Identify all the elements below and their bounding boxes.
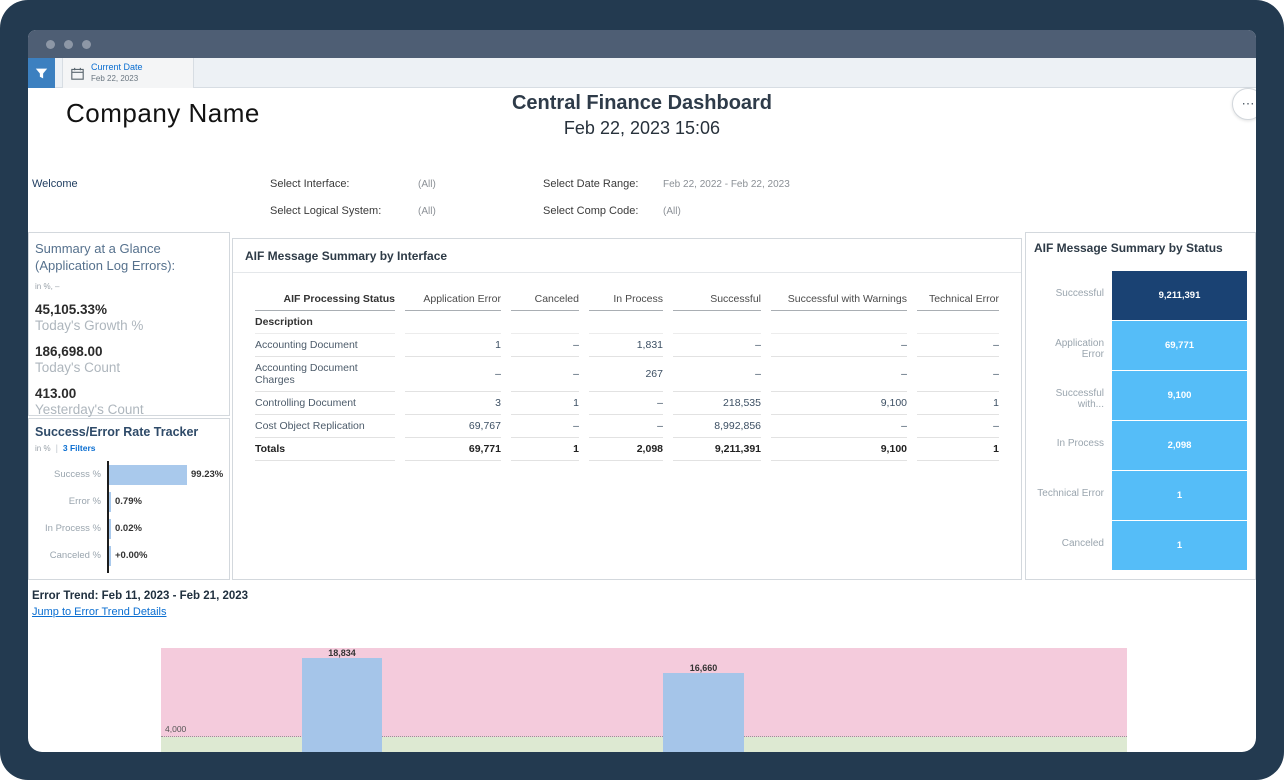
select-date-range-value[interactable]: Feb 22, 2022 - Feb 22, 2023 bbox=[663, 179, 790, 190]
canceled-bar[interactable] bbox=[109, 545, 111, 566]
col-header-successful-warnings[interactable]: Successful with Warnings bbox=[771, 289, 907, 311]
window-controls[interactable] bbox=[46, 40, 91, 49]
threshold-line bbox=[161, 736, 1127, 737]
browser-window: Current Date Feb 22, 2023 Company Name C… bbox=[28, 30, 1256, 752]
ok-zone-band bbox=[161, 737, 1127, 752]
metric-todays-count: 186,698.00 Today's Count bbox=[35, 343, 121, 375]
col-header-technical-error[interactable]: Technical Error bbox=[917, 289, 999, 311]
current-date-filter-tab[interactable]: Current Date Feb 22, 2023 bbox=[62, 58, 194, 88]
status-row-in-process: In Process 2,098 bbox=[1034, 421, 1247, 471]
filter-bar-button[interactable] bbox=[28, 58, 55, 88]
successful-bar[interactable]: 9,211,391 bbox=[1112, 271, 1247, 320]
select-comp-code-value[interactable]: (All) bbox=[663, 206, 681, 217]
aif-interface-table: AIF Processing Status Application Error … bbox=[245, 289, 1009, 461]
table-row: Controlling Document 3 1 – 218,535 9,100… bbox=[255, 392, 999, 415]
technical-error-bar[interactable]: 1 bbox=[1112, 471, 1247, 520]
col-header-application-error[interactable]: Application Error bbox=[405, 289, 501, 311]
tracker-subheader: in % | 3 Filters bbox=[35, 443, 223, 453]
trend-bar[interactable] bbox=[302, 658, 382, 752]
in-process-bar[interactable] bbox=[109, 518, 111, 539]
status-row-successful: Successful 9,211,391 bbox=[1034, 271, 1247, 321]
status-bar-chart: Successful 9,211,391 Application Error 6… bbox=[1034, 271, 1247, 571]
summary-at-a-glance-panel: Summary at a Glance (Application Log Err… bbox=[28, 232, 230, 417]
page-subtitle: Feb 22, 2023 15:06 bbox=[563, 118, 721, 138]
calendar-icon bbox=[71, 67, 84, 80]
select-logical-system-value[interactable]: (All) bbox=[418, 206, 436, 217]
select-comp-code-label: Select Comp Code: bbox=[543, 205, 639, 217]
filter-icon bbox=[35, 68, 48, 78]
aif-status-summary-panel: AIF Message Summary by Status Successful… bbox=[1025, 232, 1256, 580]
trend-bar-label: 18,834 bbox=[328, 648, 356, 658]
welcome-text: Welcome bbox=[32, 178, 78, 190]
filter-toolbar: Current Date Feb 22, 2023 bbox=[28, 58, 1256, 88]
window-dot-icon[interactable] bbox=[82, 40, 91, 49]
tracker-filters-link[interactable]: 3 Filters bbox=[62, 443, 96, 453]
tracker-axis-line bbox=[107, 461, 109, 573]
canceled-status-bar[interactable]: 1 bbox=[1112, 521, 1247, 570]
tracker-row-canceled: Canceled % +0.00% bbox=[35, 542, 223, 569]
window-chrome-bar bbox=[28, 30, 1256, 58]
status-row-canceled: Canceled 1 bbox=[1034, 521, 1247, 571]
table-row: Cost Object Replication 69,767 – – 8,992… bbox=[255, 415, 999, 438]
more-options-button[interactable]: ⋯ bbox=[1232, 88, 1256, 120]
status-row-application-error: Application Error 69,771 bbox=[1034, 321, 1247, 371]
filter-tab-value: Feb 22, 2023 bbox=[91, 73, 139, 83]
table-group-header-row: Description bbox=[255, 311, 999, 334]
metric-todays-growth: 45,105.33% Today's Growth % bbox=[35, 301, 144, 333]
aif-interface-summary-panel: AIF Message Summary by Interface AIF Pro… bbox=[232, 238, 1022, 580]
application-error-bar[interactable]: 69,771 bbox=[1112, 321, 1247, 370]
successful-warnings-bar[interactable]: 9,100 bbox=[1112, 371, 1247, 420]
page-title: Central Finance Dashboard bbox=[511, 92, 773, 114]
threshold-label: 4,000 bbox=[165, 724, 187, 734]
tracker-title: Success/Error Rate Tracker bbox=[35, 425, 199, 439]
window-dot-icon[interactable] bbox=[46, 40, 55, 49]
trend-bar-label: 16,660 bbox=[689, 663, 718, 673]
divider bbox=[233, 272, 1021, 273]
status-chart-title: AIF Message Summary by Status bbox=[1034, 241, 1223, 255]
success-error-rate-tracker-panel: Success/Error Rate Tracker in % | 3 Filt… bbox=[28, 418, 230, 580]
jump-to-error-trend-link[interactable]: Jump to Error Trend Details bbox=[32, 606, 167, 618]
table-row: Accounting Document 1 – 1,831 – – – bbox=[255, 334, 999, 357]
in-process-status-bar[interactable]: 2,098 bbox=[1112, 421, 1247, 470]
summary-title: Summary at a Glance (Application Log Err… bbox=[35, 241, 176, 273]
trend-bar[interactable] bbox=[663, 673, 744, 752]
error-bar[interactable] bbox=[109, 491, 111, 512]
tracker-unit-note: in % bbox=[35, 443, 51, 453]
interface-table-title: AIF Message Summary by Interface bbox=[245, 249, 448, 263]
tracker-row-error: Error % 0.79% bbox=[35, 488, 223, 515]
metric-yesterdays-count: 413.00 Yesterday's Count bbox=[35, 385, 144, 417]
select-interface-label: Select Interface: bbox=[270, 178, 350, 190]
tracker-row-in-process: In Process % 0.02% bbox=[35, 515, 223, 542]
filter-tab-title: Current Date bbox=[91, 62, 143, 73]
select-logical-system-label: Select Logical System: bbox=[270, 205, 382, 217]
divider: | bbox=[55, 443, 58, 453]
table-totals-row: Totals 69,771 1 2,098 9,211,391 9,100 1 bbox=[255, 438, 999, 461]
window-dot-icon[interactable] bbox=[64, 40, 73, 49]
error-trend-title: Error Trend: Feb 11, 2023 - Feb 21, 2023 bbox=[32, 590, 249, 602]
group-header-description: Description bbox=[255, 311, 395, 334]
success-bar[interactable] bbox=[109, 464, 187, 485]
select-interface-value[interactable]: (All) bbox=[418, 179, 436, 190]
status-row-technical-error: Technical Error 1 bbox=[1034, 471, 1247, 521]
col-header-successful[interactable]: Successful bbox=[673, 289, 761, 311]
col-header-in-process[interactable]: In Process bbox=[589, 289, 663, 311]
select-date-range-label: Select Date Range: bbox=[543, 178, 639, 190]
summary-subnote: in %, – bbox=[35, 281, 60, 291]
error-trend-chart: 4,000 18,834 16,660 bbox=[161, 648, 1127, 752]
table-row: Accounting Document Charges – – 267 – – … bbox=[255, 357, 999, 392]
ellipsis-icon: ⋯ bbox=[1241, 96, 1255, 111]
table-header-row: AIF Processing Status Application Error … bbox=[255, 289, 999, 311]
col-header-status[interactable]: AIF Processing Status bbox=[255, 289, 395, 311]
company-name: Company Name bbox=[66, 98, 260, 128]
tracker-bar-chart: Success % 99.23% Error % 0.79% In Proces… bbox=[35, 459, 223, 575]
col-header-canceled[interactable]: Canceled bbox=[511, 289, 579, 311]
dashboard-title-block: Central Finance Dashboard Feb 22, 2023 1… bbox=[28, 92, 1256, 139]
status-row-successful-warnings: Successful with... 9,100 bbox=[1034, 371, 1247, 421]
tracker-row-success: Success % 99.23% bbox=[35, 461, 223, 488]
